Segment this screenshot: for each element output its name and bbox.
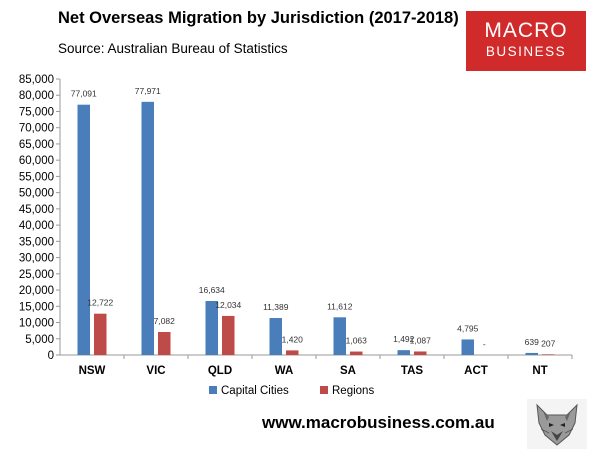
- y-tick-label: 80,000: [19, 90, 54, 102]
- y-tick-label: 50,000: [19, 188, 54, 200]
- bar-capital-cities: [269, 318, 282, 355]
- x-tick-label: SA: [340, 365, 356, 377]
- data-label-capital-cities: 77,971: [135, 86, 161, 96]
- bar-regions: [542, 354, 555, 355]
- y-tick-label: 55,000: [19, 171, 54, 183]
- legend-swatch-capital-cities: [209, 386, 217, 394]
- logo-line2: BUSINESS: [485, 44, 567, 59]
- y-tick-label: 40,000: [19, 220, 54, 232]
- y-tick-label: 0: [48, 350, 54, 362]
- y-tick-label: 25,000: [19, 269, 54, 281]
- data-label-capital-cities: 77,091: [71, 89, 97, 99]
- y-tick-label: 65,000: [19, 139, 54, 151]
- x-tick-label: NSW: [79, 365, 106, 377]
- y-tick-label: 35,000: [19, 236, 54, 248]
- y-tick-label: 20,000: [19, 285, 54, 297]
- x-tick-label: VIC: [146, 365, 165, 377]
- y-tick-label: 85,000: [19, 74, 54, 86]
- wolf-logo-icon: [527, 399, 587, 449]
- data-label-capital-cities: 639: [525, 337, 539, 347]
- y-tick-label: 30,000: [19, 253, 54, 265]
- bar-capital-cities: [525, 352, 538, 355]
- x-tick-label: QLD: [208, 365, 232, 377]
- y-tick-label: 70,000: [19, 123, 54, 135]
- data-label-regions: 12,034: [215, 300, 241, 310]
- data-label-capital-cities: 4,795: [457, 323, 479, 333]
- data-label-regions: 207: [541, 338, 555, 348]
- y-tick-label: 45,000: [19, 204, 54, 216]
- y-tick-label: 75,000: [19, 106, 54, 118]
- bar-regions: [350, 351, 363, 355]
- bar-capital-cities: [77, 104, 90, 355]
- y-tick-label: 5,000: [25, 334, 54, 346]
- data-label-capital-cities: 1,492: [393, 334, 415, 344]
- bar-regions: [94, 313, 107, 355]
- bar-capital-cities: [461, 339, 474, 355]
- logo-line1: MACRO: [484, 19, 568, 42]
- chart-title: Net Overseas Migration by Jurisdiction (…: [58, 9, 459, 27]
- x-tick-label: ACT: [464, 365, 488, 377]
- legend-label-capital-cities: Capital Cities: [221, 385, 289, 397]
- macrobusiness-logo: MACRO BUSINESS: [466, 11, 586, 71]
- y-tick-label: 60,000: [19, 155, 54, 167]
- bar-regions: [158, 332, 171, 355]
- y-tick-label: 15,000: [19, 301, 54, 313]
- x-tick-label: NT: [532, 365, 547, 377]
- chart-subtitle: Source: Australian Bureau of Statistics: [58, 41, 288, 56]
- data-label-capital-cities: 11,612: [327, 301, 353, 311]
- data-label-regions: 1,420: [282, 334, 304, 344]
- data-label-regions: 7,082: [154, 316, 176, 326]
- x-tick-label: WA: [275, 365, 294, 377]
- data-label-regions: 1,063: [346, 336, 368, 346]
- y-tick-label: 10,000: [19, 318, 54, 330]
- legend-swatch-regions: [320, 386, 328, 394]
- bar-capital-cities: [205, 300, 218, 355]
- data-label-capital-cities: 16,634: [199, 285, 225, 295]
- legend-label-regions: Regions: [332, 385, 374, 397]
- data-label-regions: 12,722: [87, 298, 113, 308]
- bar-capital-cities: [333, 317, 346, 355]
- bar-capital-cities: [397, 350, 410, 355]
- bar-regions: [222, 315, 235, 355]
- data-label-regions: -: [483, 339, 486, 349]
- x-tick-label: TAS: [401, 365, 423, 377]
- data-label-capital-cities: 11,389: [263, 302, 289, 312]
- bar-regions: [414, 351, 427, 355]
- data-label-regions: 1,087: [410, 335, 432, 345]
- bar-capital-cities: [141, 101, 154, 355]
- footer-url: www.macrobusiness.com.au: [262, 413, 495, 432]
- bar-regions: [286, 350, 299, 355]
